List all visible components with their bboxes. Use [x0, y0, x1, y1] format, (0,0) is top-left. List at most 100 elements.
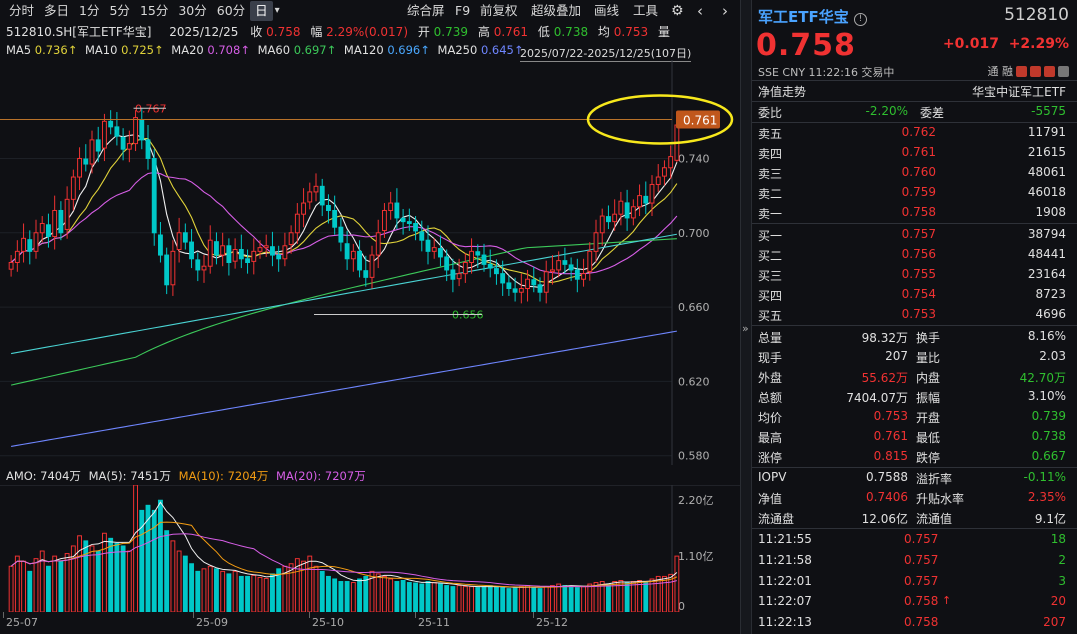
candle	[52, 209, 58, 237]
ask-row[interactable]: 卖二 0.759 46018	[758, 185, 1066, 201]
period-tab-7[interactable]: 日	[250, 1, 273, 21]
volume-ma5-line	[10, 501, 678, 588]
stat-row: 现手 207 量比 2.03	[758, 349, 1066, 365]
candle	[145, 139, 151, 159]
info-icon[interactable]: !	[853, 13, 867, 26]
panel-splitter[interactable]	[740, 0, 752, 634]
price-tick-label: 0.700	[678, 227, 710, 240]
highlight-circle	[586, 94, 734, 145]
volume-bar	[245, 575, 250, 612]
toolbar-item-1[interactable]: F9	[455, 3, 471, 18]
volume-bar	[77, 535, 82, 612]
expand-arrow-icon[interactable]: »	[742, 322, 749, 335]
volume-bar	[338, 581, 344, 612]
candle	[294, 213, 300, 234]
period-tab-6[interactable]: 60分	[216, 3, 246, 18]
toolbar-item-2[interactable]: 前复权	[480, 3, 518, 18]
volume-bar	[58, 560, 64, 612]
volume-bar	[637, 580, 642, 612]
ask-row[interactable]: 卖五 0.762 11791	[758, 125, 1066, 141]
volume-bar	[550, 585, 555, 612]
candle	[263, 245, 269, 249]
candle	[587, 250, 593, 272]
period-tab-1[interactable]: 多日	[44, 3, 70, 18]
x-axis: 25-07 25-09 25-10 25-11 25-12	[0, 612, 740, 634]
volume-bar	[643, 581, 649, 612]
gear-icon[interactable]: ⚙	[671, 3, 684, 19]
candle	[83, 158, 89, 165]
candle	[612, 213, 618, 223]
candle	[58, 209, 64, 234]
candle	[357, 250, 362, 271]
divider-line	[752, 122, 1077, 123]
x-axis-tick	[193, 612, 194, 618]
period-tab-0[interactable]: 分时	[9, 3, 35, 18]
ma120-line	[11, 233, 677, 355]
candle	[70, 176, 76, 200]
volume-bar	[655, 575, 661, 612]
chevron-right-icon[interactable]: ›	[722, 2, 728, 20]
divider-line	[752, 101, 1077, 102]
toolbar-item-4[interactable]: 画线	[594, 3, 620, 18]
candle	[537, 284, 543, 293]
volume-bar	[562, 585, 568, 612]
bid-row[interactable]: 买四 0.754 8723	[758, 287, 1066, 303]
bid-row[interactable]: 买二 0.756 48441	[758, 247, 1066, 263]
volume-bar	[388, 578, 394, 612]
period-dropdown-icon[interactable]: ▾	[274, 5, 280, 16]
candle	[195, 259, 201, 271]
volume-bar	[630, 581, 636, 612]
chevron-left-icon[interactable]: ‹	[697, 2, 703, 20]
volume-bar	[606, 583, 611, 612]
volume-bar	[375, 573, 381, 612]
close-value: 0.758	[266, 25, 301, 39]
divider-line	[752, 223, 1077, 224]
volume-bar	[574, 587, 580, 612]
volume-bar	[512, 587, 518, 612]
bid-row[interactable]: 买一 0.757 38794	[758, 227, 1066, 243]
period-tab-5[interactable]: 30分	[178, 3, 207, 18]
volume-bar	[450, 586, 456, 612]
volume-bar	[581, 586, 586, 612]
bid-row[interactable]: 买五 0.753 4696	[758, 307, 1066, 323]
candle	[350, 250, 356, 260]
bid-row[interactable]: 买三 0.755 23164	[758, 267, 1066, 283]
volume-bar	[431, 582, 437, 612]
volume-chart[interactable]: 2.20亿 1.10亿 0	[0, 485, 740, 612]
nav-trend-row[interactable]: 净值走势 华宝中证军工ETF	[758, 85, 1066, 99]
period-tab-2[interactable]: 1分	[79, 3, 100, 18]
candle	[64, 198, 70, 230]
volume-bar	[506, 588, 512, 612]
candle	[120, 136, 126, 150]
volume-bar	[344, 581, 350, 612]
candle	[462, 262, 468, 275]
quote-title: 军工ETF华宝 !	[758, 6, 867, 27]
ask-row[interactable]: 卖一 0.758 1908	[758, 205, 1066, 221]
candle	[201, 265, 207, 271]
toolbar-item-5[interactable]: 工具	[633, 3, 659, 18]
volume-bar	[170, 540, 176, 612]
candle	[419, 231, 425, 241]
candle	[581, 273, 586, 280]
candle	[270, 246, 275, 256]
ask-row[interactable]: 卖三 0.760 48061	[758, 165, 1066, 181]
date-range-selector[interactable]: 2025/07/22-2025/12/25(107日)	[520, 47, 692, 62]
period-tab-4[interactable]: 15分	[139, 3, 169, 18]
candle	[102, 120, 107, 149]
candle	[189, 241, 194, 260]
toolbar-item-3[interactable]: 超级叠加	[531, 3, 582, 18]
volume-ma20-line	[10, 533, 678, 588]
ask-row[interactable]: 卖四 0.761 21615	[758, 145, 1066, 161]
x-axis-label: 25-10	[312, 616, 344, 629]
volume-bar	[214, 568, 219, 612]
volume-bar	[531, 587, 537, 612]
candle	[207, 239, 213, 267]
period-tab-3[interactable]: 5分	[109, 3, 130, 18]
candle	[655, 176, 661, 185]
candle	[77, 157, 82, 178]
candle	[126, 143, 132, 150]
volume-bar	[394, 581, 400, 612]
volume-bar	[151, 509, 157, 612]
toolbar-item-0[interactable]: 综合屏	[407, 3, 445, 18]
